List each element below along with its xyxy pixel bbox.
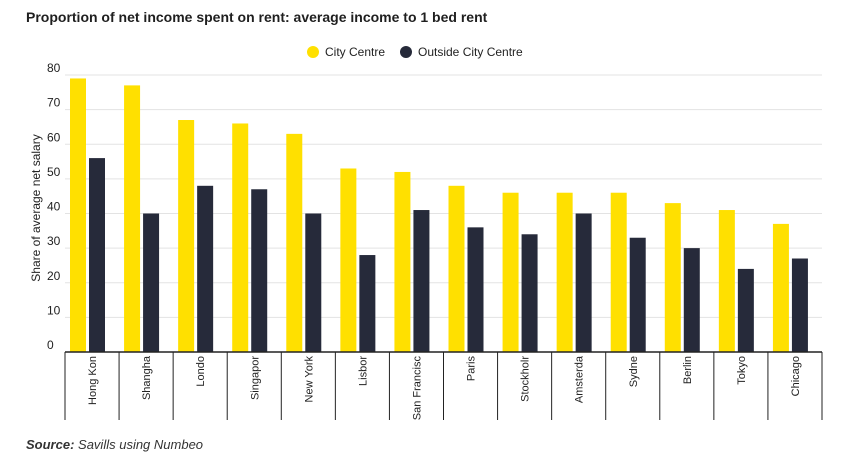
- bar-city-centre: [124, 85, 141, 352]
- bar-city-centre: [286, 133, 303, 352]
- x-tick-label: Berlin: [682, 356, 694, 384]
- x-tick-label: Sydne: [628, 356, 640, 387]
- bar-outside-city-centre: [467, 227, 484, 352]
- bar-city-centre: [70, 78, 86, 353]
- chart-title: Proportion of net income spent on rent: …: [26, 9, 488, 25]
- bar-outside-city-centre: [359, 255, 376, 352]
- bar-city-centre: [340, 168, 357, 352]
- y-tick-label: 80: [47, 61, 61, 75]
- bars: [70, 78, 808, 353]
- x-tick-label: Tokyo: [736, 356, 748, 385]
- bar-outside-city-centre: [197, 185, 214, 352]
- x-tick-label: New York: [303, 356, 315, 403]
- bar-outside-city-centre: [143, 213, 160, 352]
- bar-city-centre: [232, 123, 249, 352]
- x-tick-label: Amsterda: [574, 355, 586, 403]
- bar-city-centre: [448, 185, 465, 352]
- bar-outside-city-centre: [629, 237, 646, 352]
- x-tick-label: Hong Kon: [87, 356, 99, 405]
- y-tick-label: 0: [47, 338, 54, 352]
- source-note: Source: Savills using Numbeo: [26, 437, 203, 452]
- y-tick-label: 40: [47, 200, 61, 214]
- y-tick-label: 10: [47, 303, 61, 317]
- y-axis-ticks: 0 10 20 30 40 50 60 70 80: [47, 61, 61, 352]
- bar-outside-city-centre: [89, 158, 105, 352]
- bar-outside-city-centre: [683, 248, 700, 352]
- bar-chart: City Centre Outside City Centre 0 10 20 30 40…: [29, 45, 823, 421]
- legend-swatch-city-centre: [307, 46, 319, 58]
- bar-outside-city-centre: [737, 268, 754, 352]
- legend-label-city-centre: City Centre: [325, 45, 385, 59]
- x-tick-label: Shangha: [141, 355, 153, 400]
- bar-city-centre: [718, 210, 735, 352]
- x-tick-label: Londo: [195, 356, 207, 387]
- y-axis-label: Share of average net salary: [29, 134, 43, 281]
- x-tick-label: Paris: [466, 356, 478, 382]
- bar-city-centre: [664, 203, 681, 352]
- legend-swatch-outside-city-centre: [400, 46, 412, 58]
- bar-city-centre: [394, 171, 411, 352]
- y-tick-label: 20: [47, 269, 61, 283]
- bar-city-centre: [556, 192, 573, 352]
- bar-city-centre: [610, 192, 627, 352]
- y-tick-label: 30: [47, 234, 61, 248]
- bar-outside-city-centre: [575, 213, 592, 352]
- source-text: Savills using Numbeo: [78, 437, 204, 452]
- y-tick-label: 70: [47, 96, 61, 110]
- bar-outside-city-centre: [251, 189, 268, 352]
- bar-outside-city-centre: [521, 234, 538, 352]
- bar-city-centre: [502, 192, 519, 352]
- y-tick-label: 60: [47, 130, 61, 144]
- legend: City Centre Outside City Centre: [307, 45, 523, 59]
- bar-outside-city-centre: [791, 258, 808, 352]
- bar-outside-city-centre: [305, 213, 322, 352]
- x-tick-label: Lisbor: [357, 356, 369, 386]
- x-tick-label: San Francisc: [411, 356, 423, 421]
- x-tick-label: Stockholr: [520, 356, 532, 402]
- bar-outside-city-centre: [413, 210, 430, 352]
- x-tick-label: Singapor: [249, 356, 261, 400]
- legend-label-outside-city-centre: Outside City Centre: [418, 45, 523, 59]
- x-tick-label: Chicago: [790, 356, 802, 396]
- source-label: Source:: [26, 437, 75, 452]
- y-tick-label: 50: [47, 165, 61, 179]
- x-axis: Hong Kon Shangha Londo Singapor New York Lisb…: [64, 351, 823, 421]
- bar-city-centre: [178, 120, 195, 352]
- bar-city-centre: [772, 223, 789, 352]
